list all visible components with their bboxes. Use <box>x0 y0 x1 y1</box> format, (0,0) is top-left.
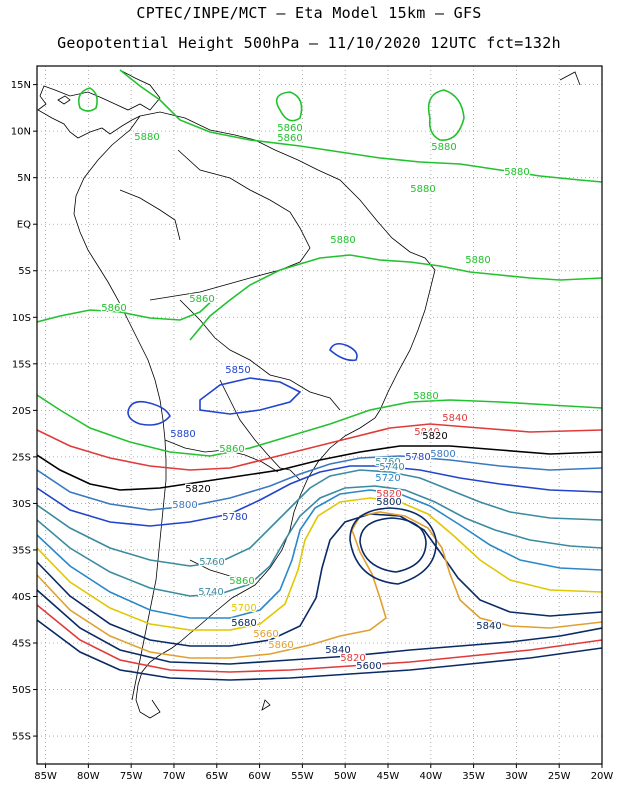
contour-label: 5820 <box>376 489 401 500</box>
contour-label: 5880 <box>170 429 195 440</box>
contour-label: 5760 <box>375 457 400 468</box>
contour-label: 5840 <box>476 621 501 632</box>
contour-label: 5840 <box>414 427 439 438</box>
lon-label: 60W <box>248 771 271 782</box>
lat-label: 55S <box>12 732 31 743</box>
contour-label: 5880 <box>134 132 159 143</box>
plot-frame <box>36 65 603 765</box>
lon-label: 75W <box>120 771 143 782</box>
contour-labels: 5880586058605880588058805880588058605860… <box>100 122 531 674</box>
contour-label: 5600 <box>356 661 381 672</box>
contour-label: 5860 <box>219 444 244 455</box>
lat-label: 5N <box>17 173 31 184</box>
contour-label: 5800 <box>376 497 401 508</box>
lat-label: 35S <box>12 545 31 556</box>
contour-label: 5820 <box>422 431 447 442</box>
contour-label: 5820 <box>340 653 365 664</box>
contour-label: 5860 <box>101 303 126 314</box>
contour-label: 5820 <box>185 484 210 495</box>
contour-label: 5720 <box>375 473 400 484</box>
contour-label: 5740 <box>379 462 404 473</box>
lat-label: 5S <box>18 266 31 277</box>
lon-label: 70W <box>163 771 186 782</box>
lat-label: 25S <box>12 452 31 463</box>
contour-label: 5860 <box>189 294 214 305</box>
contour-label: 5840 <box>325 645 350 656</box>
lon-label: 35W <box>462 771 485 782</box>
lat-label: 40S <box>12 592 31 603</box>
lat-label: EQ <box>17 220 31 231</box>
lon-label: 20W <box>591 771 614 782</box>
contour-label: 5880 <box>413 391 438 402</box>
lon-label: 40W <box>419 771 442 782</box>
axis-ticks: 15N 10N 5N EQ 5S 10S 15S 20S 25S 30S 35S 40S 45S 50S 5… <box>11 80 614 782</box>
lat-label: 10S <box>12 313 31 324</box>
lat-label: 20S <box>12 406 31 417</box>
contour-label: 5860 <box>277 133 302 144</box>
lat-label: 15N <box>11 80 31 91</box>
title-line-2: Geopotential Height 500hPa – 11/10/2020 … <box>57 34 561 52</box>
lon-label: 85W <box>34 771 57 782</box>
contour-label: 5850 <box>225 365 250 376</box>
contour-label: 5880 <box>330 235 355 246</box>
contour-label: 5800 <box>172 500 197 511</box>
lat-label: 10N <box>11 127 31 138</box>
contour-label: 5740 <box>198 587 223 598</box>
coastlines <box>37 69 581 719</box>
contour-label: 5800 <box>430 449 455 460</box>
lon-label: 65W <box>205 771 228 782</box>
contour-label: 5880 <box>465 255 490 266</box>
contour-label: 5660 <box>253 629 278 640</box>
lon-label: 25W <box>548 771 571 782</box>
contour-label: 5860 <box>229 576 254 587</box>
contour-label: 5840 <box>442 413 467 424</box>
contour-label: 5860 <box>277 123 302 134</box>
contour-label: 5780 <box>405 452 430 463</box>
lon-label: 50W <box>334 771 357 782</box>
contour-label: 5880 <box>410 184 435 195</box>
lon-label: 45W <box>377 771 400 782</box>
contour-label: 5780 <box>222 512 247 523</box>
lat-label: 50S <box>12 685 31 696</box>
lat-label: 30S <box>12 499 31 510</box>
contour-label: 5760 <box>199 557 224 568</box>
contour-label: 5880 <box>431 142 456 153</box>
contour-label: 5680 <box>231 618 256 629</box>
lon-label: 80W <box>77 771 100 782</box>
lon-label: 55W <box>291 771 314 782</box>
lon-label: 30W <box>505 771 528 782</box>
contour-label: 5700 <box>231 603 256 614</box>
title-line-1: CPTEC/INPE/MCT – Eta Model 15km – GFS <box>136 4 482 22</box>
contour-label: 5860 <box>268 640 293 651</box>
contour-label: 5880 <box>504 167 529 178</box>
lat-label: 15S <box>12 359 31 370</box>
contour-lines <box>37 69 602 681</box>
lat-label: 45S <box>12 639 31 650</box>
